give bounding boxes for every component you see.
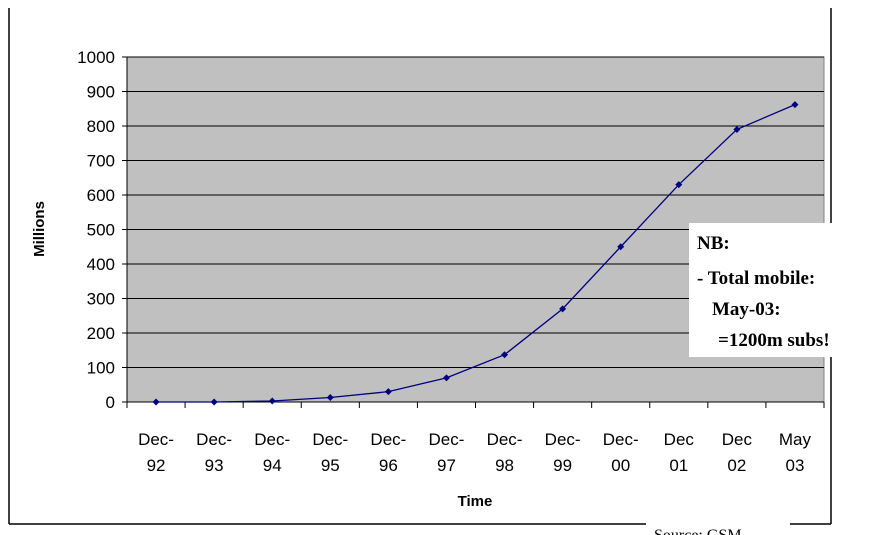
data-point-4 — [384, 388, 392, 396]
x-tick-label-7: Dec-99 — [545, 430, 581, 475]
data-point-9 — [675, 181, 683, 189]
x-axis-title: Time — [458, 493, 493, 510]
data-point-10 — [733, 125, 741, 133]
x-tick-label-3: Dec-95 — [312, 430, 348, 475]
data-point-8 — [617, 243, 625, 251]
data-point-0 — [152, 398, 160, 406]
y-tick-label-200: 200 — [87, 324, 115, 343]
data-point-6 — [501, 351, 509, 359]
data-point-5 — [442, 374, 450, 382]
annotation-background — [689, 223, 879, 357]
annotation-box: NB: - Total mobile: May-03: =1200m subs! — [689, 223, 879, 357]
y-tick-label-100: 100 — [87, 359, 115, 378]
y-tick-label-600: 600 — [87, 186, 115, 205]
y-tick-label-700: 700 — [87, 152, 115, 171]
annotation-line-4: =1200m subs! — [718, 330, 830, 351]
x-tick-label-8: Dec-00 — [603, 430, 639, 475]
y-axis: 0 100 200 300 400 500 600 700 800 900 1000 — [77, 48, 128, 412]
y-tick-label-800: 800 — [87, 117, 115, 136]
data-point-7 — [559, 305, 567, 313]
y-tick-label-1000: 1000 — [77, 48, 115, 67]
series-line-0 — [156, 104, 796, 403]
y-tick-label-0: 0 — [106, 393, 115, 412]
x-tick-label-6: Dec-98 — [487, 430, 523, 475]
annotation-line-1: NB: — [697, 233, 730, 254]
x-tick-label-9: Dec 01 — [664, 430, 695, 475]
x-tick-label-4: Dec-96 — [370, 430, 406, 475]
series-line-group — [152, 101, 799, 406]
data-point-3 — [326, 394, 334, 402]
x-tick-label-5: Dec-97 — [429, 430, 465, 475]
y-tick-label-900: 900 — [87, 83, 115, 102]
data-point-2 — [268, 397, 276, 405]
data-point-1 — [210, 398, 218, 406]
x-axis: Dec-92 Dec-93 Dec-94 Dec-95 Dec-96 Dec-97 Dec-… — [126, 401, 825, 475]
y-tick-label-500: 500 — [87, 221, 115, 240]
data-point-11 — [791, 101, 799, 109]
y-axis-title: Millions — [31, 201, 48, 257]
x-tick-label-2: Dec-94 — [254, 430, 290, 475]
x-tick-label-11: May 03 — [779, 430, 812, 475]
annotation-line-2: - Total mobile: — [697, 268, 815, 289]
x-tick-label-0: Dec-92 — [138, 430, 174, 475]
source-credit: Source: GSM — [654, 527, 742, 535]
y-tick-label-400: 400 — [87, 255, 115, 274]
x-tick-label-10: Dec 02 — [722, 430, 753, 475]
y-tick-label-300: 300 — [87, 290, 115, 309]
x-tick-label-1: Dec-93 — [196, 430, 232, 475]
annotation-line-3: May-03: — [712, 299, 781, 320]
